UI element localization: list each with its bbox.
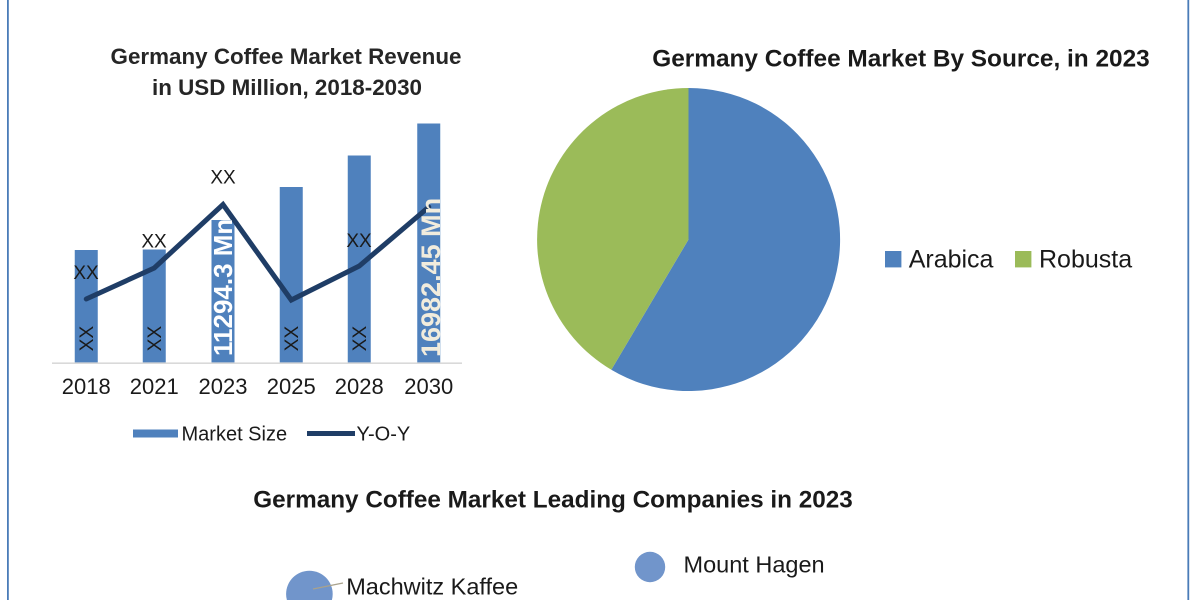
svg-text:XX: XX — [346, 231, 372, 252]
svg-text:2023: 2023 — [199, 374, 248, 399]
svg-text:Y-O-Y: Y-O-Y — [357, 423, 411, 445]
svg-text:Robusta: Robusta — [1039, 246, 1132, 274]
svg-text:XX: XX — [145, 326, 166, 352]
svg-text:in USD Million, 2018-2030: in USD Million, 2018-2030 — [152, 75, 422, 100]
svg-text:XX: XX — [73, 263, 99, 284]
svg-text:XX: XX — [210, 167, 236, 188]
svg-text:16982.45 Mn: 16982.45 Mn — [416, 198, 446, 357]
svg-text:Germany Coffee Market Leading: Germany Coffee Market Leading Companies … — [253, 486, 853, 513]
svg-text:Arabica: Arabica — [909, 246, 994, 274]
svg-text:Machwitz Kaffee: Machwitz Kaffee — [346, 573, 518, 599]
svg-text:XX: XX — [141, 231, 167, 252]
svg-text:Mount Hagen: Mount Hagen — [684, 551, 825, 577]
svg-text:2028: 2028 — [335, 374, 384, 399]
svg-text:2030: 2030 — [404, 374, 453, 399]
svg-text:XX: XX — [282, 326, 303, 352]
svg-text:Germany Coffee Market Revenue: Germany Coffee Market Revenue — [111, 44, 462, 69]
svg-text:XX: XX — [77, 326, 98, 352]
svg-text:XX: XX — [350, 326, 371, 352]
svg-text:11294.3 Mn: 11294.3 Mn — [208, 219, 238, 356]
svg-text:2018: 2018 — [62, 374, 111, 399]
svg-text:2025: 2025 — [267, 374, 316, 399]
svg-text:Germany Coffee Market By Sourc: Germany Coffee Market By Source, in 2023 — [652, 45, 1150, 72]
svg-text:2021: 2021 — [130, 374, 179, 399]
svg-text:Market Size: Market Size — [182, 423, 288, 445]
